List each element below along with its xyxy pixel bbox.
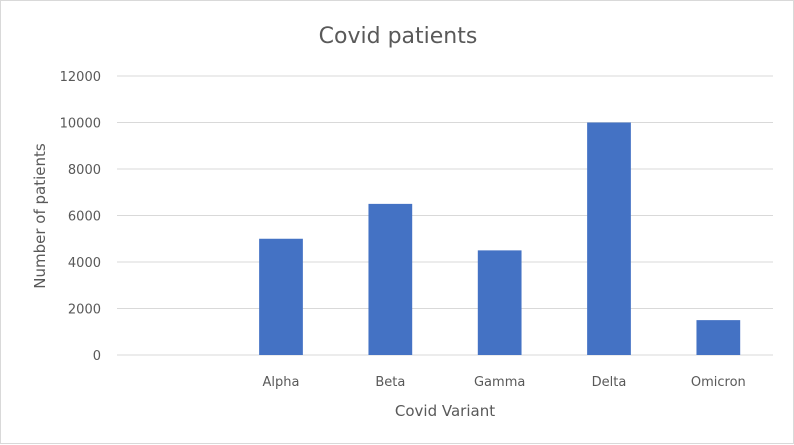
y-tick-label: 4000	[68, 256, 101, 271]
y-tick-label: 2000	[68, 303, 101, 318]
bar-alpha	[259, 238, 303, 355]
bar-omicron	[696, 320, 741, 355]
x-tick-label-beta: Beta	[375, 375, 405, 390]
y-tick-label: 6000	[68, 210, 101, 225]
x-tick-label-delta: Delta	[592, 375, 627, 390]
x-axis-label: Covid Variant	[395, 402, 495, 420]
x-tick-label-gamma: Gamma	[474, 375, 525, 390]
x-tick-label-omicron: Omicron	[691, 375, 746, 390]
y-axis-label: Number of patients	[31, 143, 49, 289]
bar-delta	[587, 122, 631, 355]
bars	[259, 122, 741, 355]
y-tick-label: 12000	[60, 70, 101, 85]
gridlines	[117, 75, 773, 356]
y-tick-label: 0	[93, 349, 101, 364]
bar-gamma	[477, 250, 522, 355]
bar-beta	[368, 203, 413, 355]
y-tick-label: 8000	[68, 163, 101, 178]
x-tick-labels: Alpha Beta Gamma Delta Omicron	[263, 375, 746, 390]
y-tick-labels: 0 2000 4000 6000 8000 10000 12000	[60, 70, 101, 364]
chart-title: Covid patients	[319, 24, 478, 49]
y-tick-label: 10000	[60, 117, 101, 132]
x-tick-label-alpha: Alpha	[263, 375, 300, 390]
